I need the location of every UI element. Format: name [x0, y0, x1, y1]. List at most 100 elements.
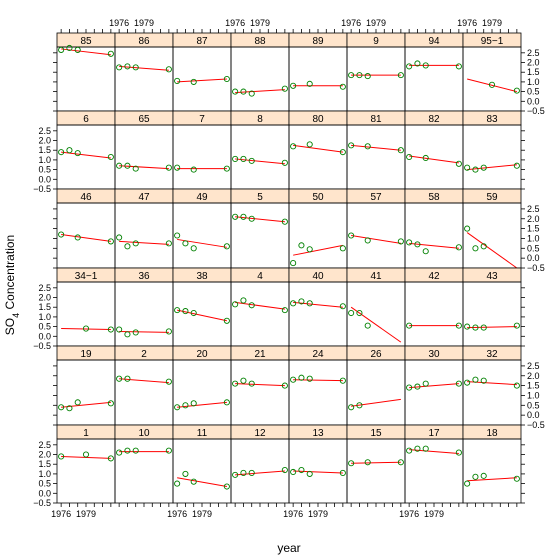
data-point [124, 331, 131, 338]
data-point [464, 164, 471, 171]
data-point [464, 225, 471, 232]
data-point [124, 63, 131, 70]
data-point [132, 64, 139, 71]
data-point [339, 303, 346, 310]
panel-frame [346, 359, 406, 426]
data-point [480, 472, 487, 479]
data-point [464, 379, 471, 386]
fit-line [467, 477, 517, 482]
panel: 4 [230, 267, 290, 347]
panel-frame [404, 281, 464, 347]
fit-line [351, 235, 401, 244]
panel-frame [172, 202, 232, 269]
panel: 88 [230, 32, 290, 112]
y-tick-label-left: 1.5 [38, 145, 51, 155]
data-point [306, 141, 313, 148]
panel-frame [404, 359, 464, 426]
data-point [513, 475, 520, 482]
x-tick-label-bottom: 1979 [308, 509, 328, 519]
data-point [124, 375, 131, 382]
data-point [58, 404, 65, 411]
panel-frame [172, 281, 232, 347]
panel-strip-label: 5 [257, 192, 263, 203]
data-point [190, 78, 197, 85]
panel: 26 [346, 345, 406, 426]
panel-frame [404, 438, 464, 504]
panel-frame [288, 124, 348, 190]
panel-strip-label: 36 [138, 271, 150, 282]
panel-strip-label: 19 [80, 349, 92, 360]
panel: 20 [172, 345, 232, 426]
data-point [339, 377, 346, 384]
data-point [298, 242, 305, 249]
panel-strip-label: 88 [254, 36, 266, 47]
panel: 49 [172, 188, 232, 269]
panel: 83 [462, 110, 522, 190]
fit-line [235, 383, 285, 387]
data-point [455, 322, 462, 329]
x-tick-label-top: 1976 [109, 18, 129, 28]
data-point [107, 50, 114, 57]
data-point [406, 384, 413, 391]
data-point [281, 85, 288, 92]
x-tick-label-bottom: 1979 [76, 509, 96, 519]
panel-frame [114, 281, 174, 347]
data-point [165, 66, 172, 73]
panel-strip-label: 46 [80, 192, 92, 203]
panel-frame [346, 124, 406, 190]
panel-frame [114, 202, 174, 269]
data-point [240, 155, 247, 162]
panel: 2 [114, 345, 174, 426]
data-point [414, 241, 421, 248]
fit-line [235, 89, 285, 94]
panel-frame [230, 281, 290, 347]
fit-line [293, 244, 343, 256]
y-tick-label-right: 0.5 [527, 87, 540, 97]
data-point [348, 232, 355, 239]
fit-line [351, 398, 401, 407]
data-point [165, 378, 172, 385]
panel-strip-label: 8 [257, 114, 263, 125]
data-point [58, 46, 65, 53]
panel: 10 [114, 424, 174, 504]
y-tick-label-left: 0.0 [38, 488, 51, 498]
data-point [480, 377, 487, 384]
data-point [124, 447, 131, 454]
panel: 95−1 [462, 32, 522, 112]
panel-frame [56, 438, 116, 504]
data-point [174, 404, 181, 411]
y-tick-label-left: 0.5 [38, 165, 51, 175]
fit-line [61, 401, 111, 408]
panel-frame [230, 46, 290, 112]
data-point [281, 466, 288, 474]
panel-frame [346, 202, 406, 269]
y-tick-label-right: 2.5 [527, 204, 540, 214]
fit-line [235, 470, 285, 476]
data-point [406, 63, 413, 70]
data-point [480, 164, 487, 171]
data-point [190, 245, 197, 252]
panel: 9 [346, 32, 406, 112]
panel-frame [230, 359, 290, 426]
panel-strip-label: 38 [196, 271, 208, 282]
data-point [232, 155, 239, 162]
panel-frame [346, 438, 406, 504]
panel: 13 [288, 424, 348, 504]
panel: 81 [346, 110, 406, 190]
data-point [488, 81, 496, 88]
data-point [422, 62, 429, 69]
data-point [414, 60, 421, 67]
data-point [248, 380, 255, 387]
data-point [464, 323, 471, 330]
panels-layer: 85 86 87 88 89 9 94 95−1 6 65 7 8 80 81 82 83 46 47 49 5 50 5… [56, 32, 522, 504]
y-tick-label-right: 1.5 [527, 381, 540, 391]
data-point [174, 164, 181, 171]
panel-strip-label: 24 [312, 349, 324, 360]
y-tick-label-left: 2.0 [38, 136, 51, 146]
panel-strip-label: 50 [312, 192, 324, 203]
panel-frame [462, 281, 522, 347]
panel-frame [462, 359, 522, 426]
panel: 58 [404, 188, 464, 269]
panel-strip-label: 43 [486, 271, 498, 282]
